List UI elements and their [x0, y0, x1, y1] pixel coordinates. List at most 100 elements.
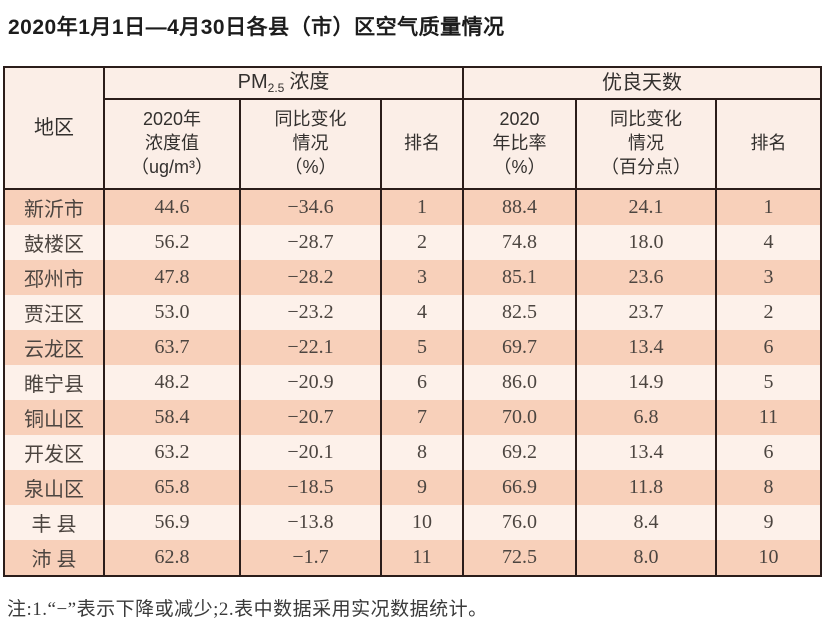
pm-change-cell: −23.2 — [239, 295, 382, 330]
pm-value-column-header: 2020年 浓度值 （ug/m³） — [103, 99, 241, 190]
days-ratio-cell: 66.9 — [462, 470, 578, 505]
days-rank-cell: 6 — [715, 435, 823, 470]
pm-change-cell: −22.1 — [239, 330, 382, 365]
pm-change-cell: −20.9 — [239, 365, 382, 400]
pm-value-cell: 48.2 — [103, 365, 241, 400]
days-change-cell: 6.8 — [575, 400, 718, 435]
pm25-label-prefix: PM — [237, 71, 268, 94]
days-change-cell: 8.0 — [575, 540, 718, 576]
days-rank-cell: 1 — [715, 189, 823, 225]
days-ratio-cell: 76.0 — [462, 505, 578, 540]
days-ratio-cell: 82.5 — [462, 295, 578, 330]
pm-value-cell: 53.0 — [103, 295, 241, 330]
days-rank-cell: 3 — [715, 260, 823, 295]
pm-rank-cell: 3 — [379, 260, 465, 295]
region-cell: 鼓楼区 — [3, 225, 105, 260]
pm-change-cell: −28.2 — [239, 260, 382, 295]
pm-change-cell: −13.8 — [239, 505, 382, 540]
header-group-row: 地区 PM2.5 浓度 优良天数 — [3, 67, 823, 190]
pm-rank-cell: 11 — [379, 540, 465, 576]
table-row: 贾汪区 53.0 −23.2 4 82.5 23.7 2 — [3, 295, 823, 330]
days-change-cell: 23.6 — [575, 260, 718, 295]
days-change-cell: 14.9 — [575, 365, 718, 400]
days-ratio-cell: 74.8 — [462, 225, 578, 260]
days-rank-cell: 9 — [715, 505, 823, 540]
pm-change-cell: −18.5 — [239, 470, 382, 505]
region-cell: 邳州市 — [3, 260, 105, 295]
pm-value-cell: 44.6 — [103, 189, 241, 225]
pm25-label-subscript: 2.5 — [267, 81, 285, 96]
days-ratio-cell: 72.5 — [462, 540, 578, 576]
days-rank-cell: 10 — [715, 540, 823, 576]
pm25-group-header: PM2.5 浓度 — [102, 67, 465, 100]
table-row: 泉山区 65.8 −18.5 9 66.9 11.8 8 — [3, 470, 823, 505]
days-ratio-column-header: 2020 年比率 （%） — [462, 99, 578, 190]
table-header: 地区 PM2.5 浓度 优良天数 2020年 浓度值 （ug/m³） 同比变化 情… — [3, 67, 823, 190]
pm-value-cell: 65.8 — [103, 470, 241, 505]
pm-change-cell: −34.6 — [239, 189, 382, 225]
table-body: 新沂市 44.6 −34.6 1 88.4 24.1 1 鼓楼区 56.2 −2… — [3, 189, 823, 576]
days-ratio-cell: 69.7 — [462, 330, 578, 365]
region-cell: 泉山区 — [3, 470, 105, 505]
pm-rank-cell: 1 — [379, 189, 465, 225]
footnote: 注:1.“−”表示下降或减少;2.表中数据采用实况数据统计。 — [7, 599, 488, 620]
table-row: 鼓楼区 56.2 −28.7 2 74.8 18.0 4 — [3, 225, 823, 260]
days-ratio-cell: 69.2 — [462, 435, 578, 470]
days-ratio-cell: 85.1 — [462, 260, 578, 295]
table-row: 云龙区 63.7 −22.1 5 69.7 13.4 6 — [3, 330, 823, 365]
region-cell: 云龙区 — [3, 330, 105, 365]
pm-change-cell: −28.7 — [239, 225, 382, 260]
days-change-cell: 23.7 — [575, 295, 718, 330]
region-cell: 贾汪区 — [3, 295, 105, 330]
days-change-cell: 8.4 — [575, 505, 718, 540]
pm-value-cell: 63.2 — [103, 435, 241, 470]
good-days-group-header: 优良天数 — [462, 67, 823, 100]
region-cell: 沛 县 — [3, 540, 105, 576]
days-change-cell: 24.1 — [575, 189, 718, 225]
days-change-cell: 13.4 — [575, 330, 718, 365]
table-row: 铜山区 58.4 −20.7 7 70.0 6.8 11 — [3, 400, 823, 435]
pm-rank-cell: 6 — [379, 365, 465, 400]
region-cell: 丰 县 — [3, 505, 105, 540]
pm-change-cell: −20.1 — [239, 435, 382, 470]
pm-rank-cell: 4 — [379, 295, 465, 330]
days-change-column-header: 同比变化 情况 （百分点） — [575, 99, 718, 190]
pm-value-cell: 63.7 — [103, 330, 241, 365]
pm-value-cell: 47.8 — [103, 260, 241, 295]
table-row: 睢宁县 48.2 −20.9 6 86.0 14.9 5 — [3, 365, 823, 400]
region-cell: 铜山区 — [3, 400, 105, 435]
days-rank-cell: 4 — [715, 225, 823, 260]
days-rank-cell: 11 — [715, 400, 823, 435]
days-change-cell: 18.0 — [575, 225, 718, 260]
pm-value-cell: 58.4 — [103, 400, 241, 435]
days-rank-cell: 6 — [715, 330, 823, 365]
pm-change-column-header: 同比变化 情况 （%） — [239, 99, 382, 190]
pm-rank-column-header: 排名 — [379, 99, 465, 190]
days-rank-cell: 8 — [715, 470, 823, 505]
pm-rank-cell: 7 — [379, 400, 465, 435]
table-row: 新沂市 44.6 −34.6 1 88.4 24.1 1 — [3, 189, 823, 225]
region-column-header: 地区 — [3, 67, 105, 190]
pm-change-cell: −1.7 — [239, 540, 382, 576]
days-ratio-cell: 88.4 — [462, 189, 578, 225]
region-cell: 睢宁县 — [3, 365, 105, 400]
region-cell: 开发区 — [3, 435, 105, 470]
pm25-label-suffix: 浓度 — [289, 71, 330, 94]
pm-rank-cell: 10 — [379, 505, 465, 540]
pm-value-cell: 62.8 — [103, 540, 241, 576]
days-change-cell: 11.8 — [575, 470, 718, 505]
days-rank-cell: 5 — [715, 365, 823, 400]
pm-rank-cell: 8 — [379, 435, 465, 470]
table-row: 丰 县 56.9 −13.8 10 76.0 8.4 9 — [3, 505, 823, 540]
days-ratio-cell: 70.0 — [462, 400, 578, 435]
days-change-cell: 13.4 — [575, 435, 718, 470]
page-title: 2020年1月1日—4月30日各县（市）区空气质量情况 — [8, 16, 505, 39]
pm-rank-cell: 9 — [379, 470, 465, 505]
table-row: 沛 县 62.8 −1.7 11 72.5 8.0 10 — [3, 540, 823, 576]
days-rank-cell: 2 — [715, 295, 823, 330]
air-quality-table: 地区 PM2.5 浓度 优良天数 2020年 浓度值 （ug/m³） 同比变化 情… — [3, 66, 823, 577]
pm-change-cell: −20.7 — [239, 400, 382, 435]
table-row: 开发区 63.2 −20.1 8 69.2 13.4 6 — [3, 435, 823, 470]
table-row: 邳州市 47.8 −28.2 3 85.1 23.6 3 — [3, 260, 823, 295]
